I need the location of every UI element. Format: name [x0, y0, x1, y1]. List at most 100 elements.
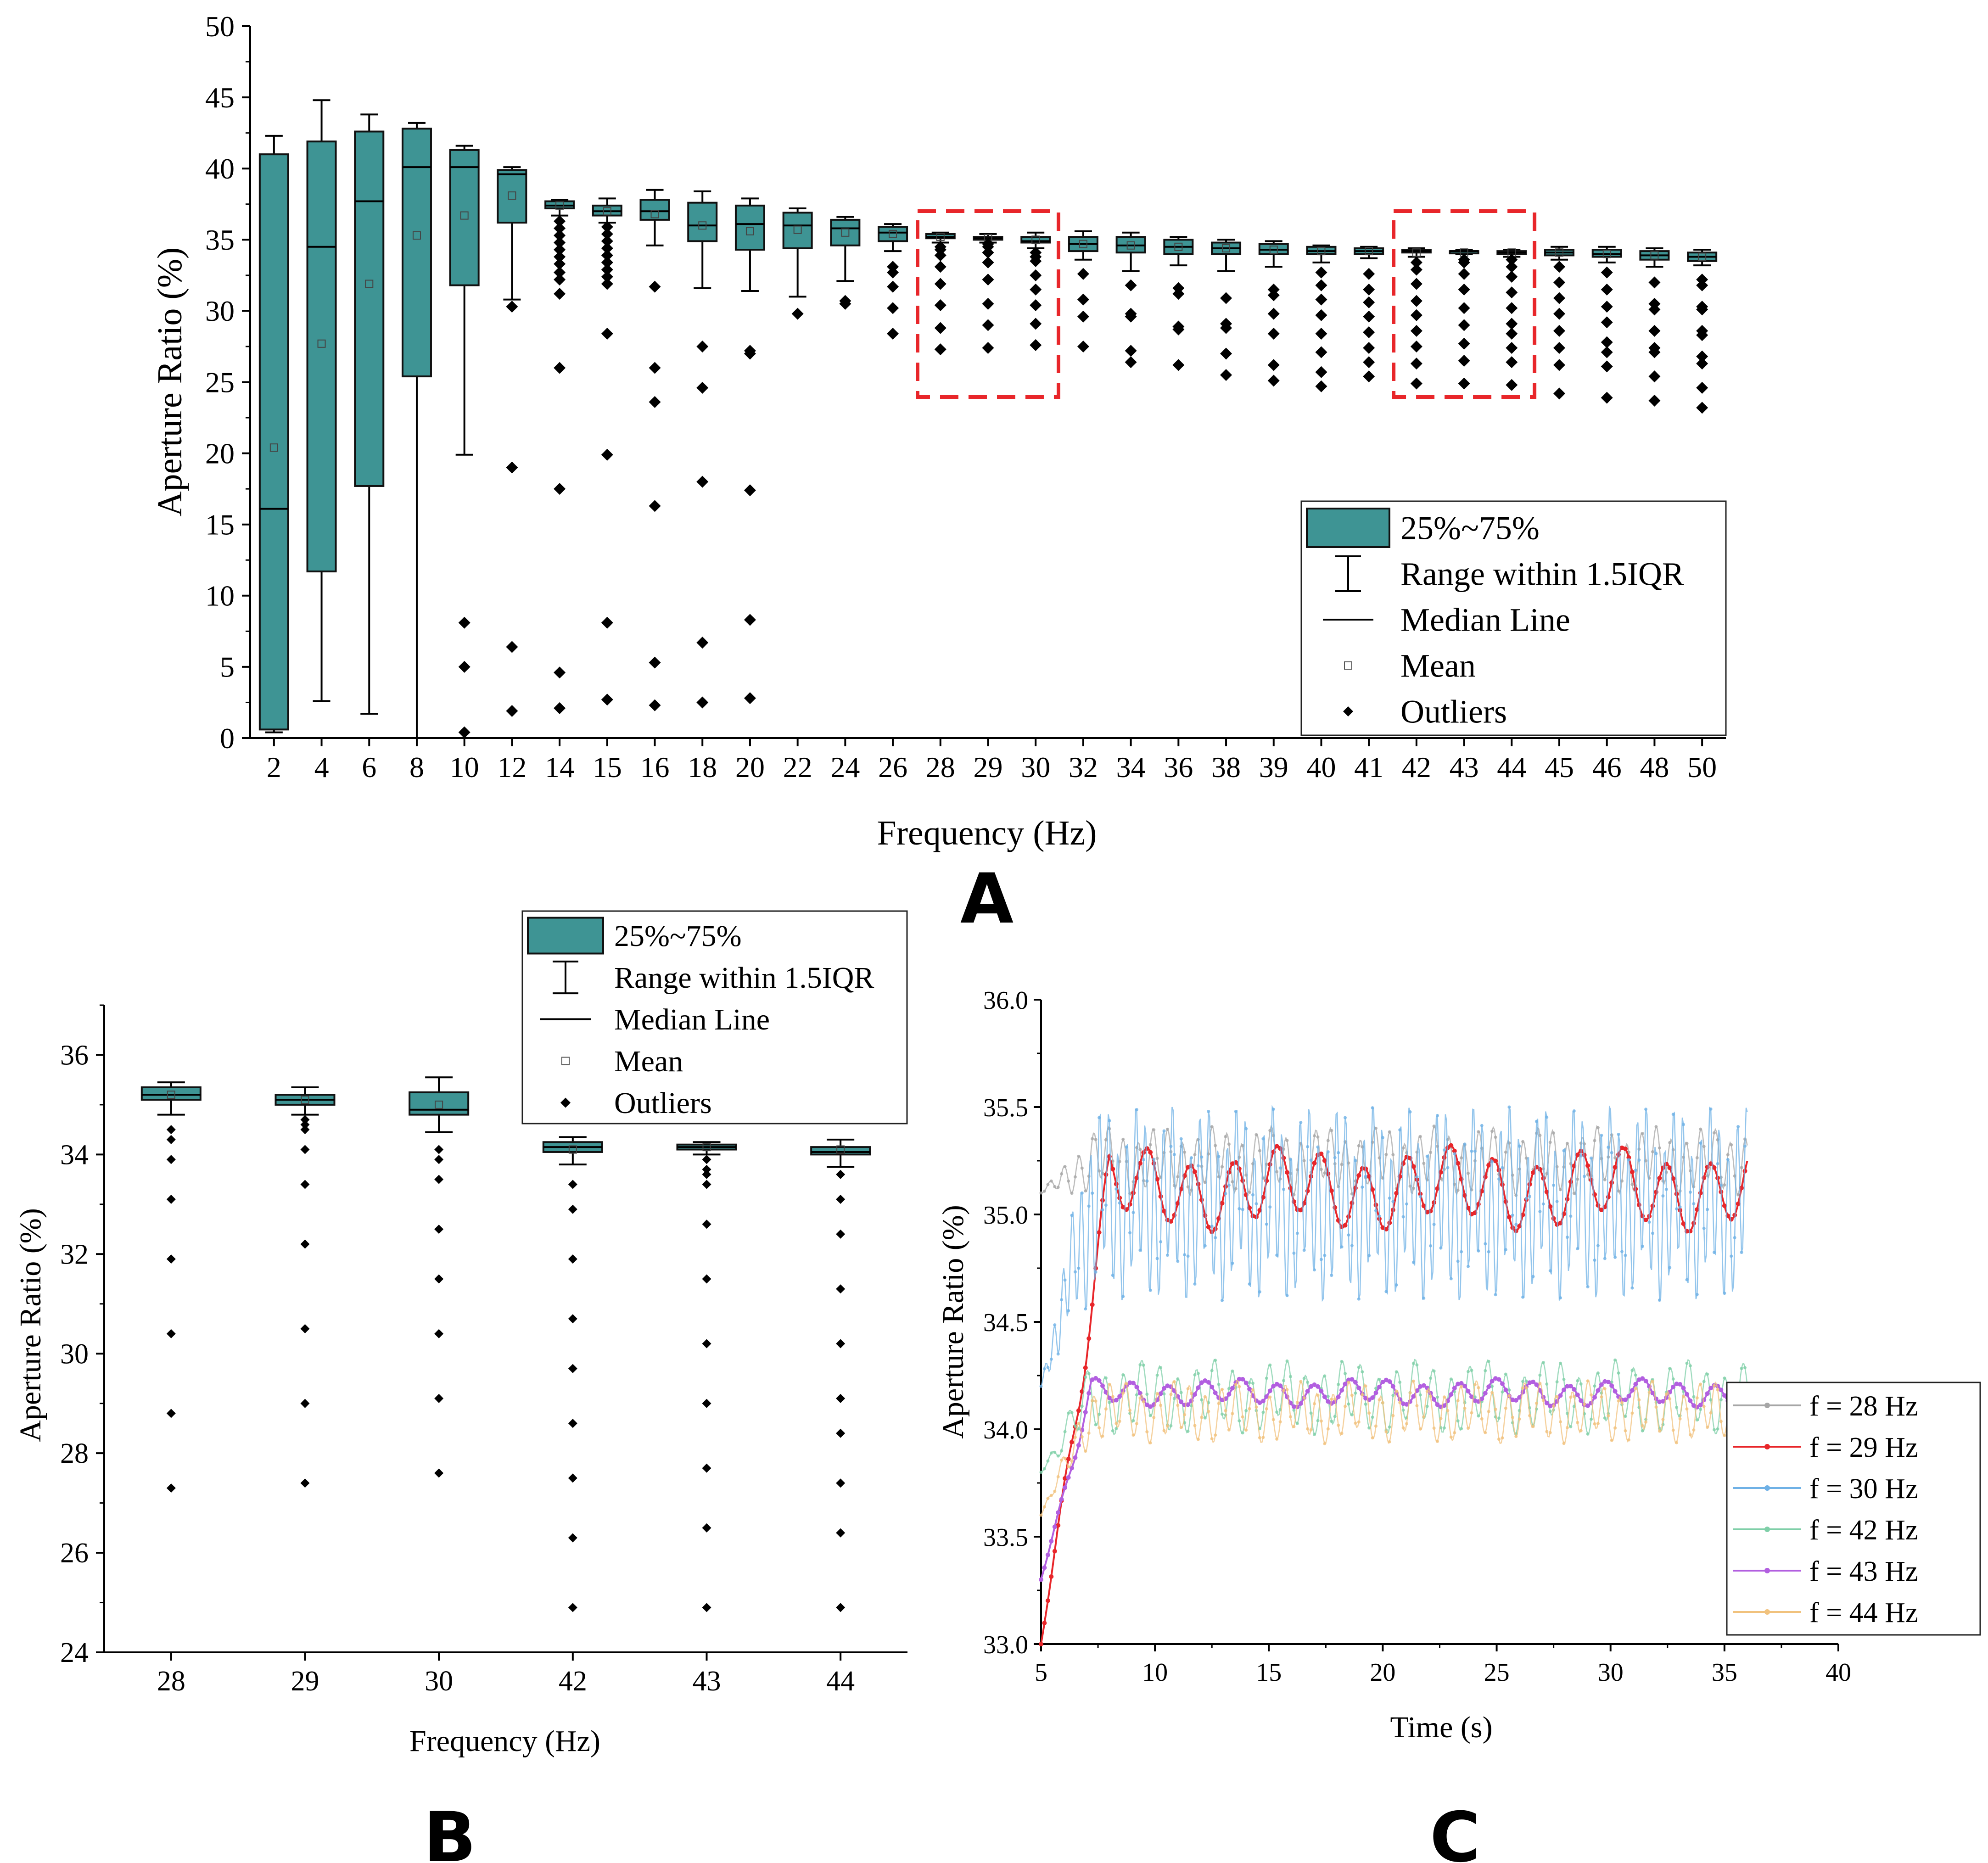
outlier-point	[1267, 359, 1280, 371]
series-point	[1607, 1414, 1610, 1418]
legend-mean-swatch	[561, 1057, 570, 1065]
outlier-point	[649, 280, 661, 293]
legend-label: f = 44 Hz	[1809, 1597, 1918, 1628]
series-point	[1108, 1382, 1111, 1386]
outlier-point	[568, 1364, 577, 1373]
series-point	[1511, 1415, 1514, 1419]
series-point	[1548, 1269, 1552, 1273]
series-point	[1688, 1398, 1693, 1403]
series-point	[1282, 1187, 1285, 1191]
series-point	[1203, 1180, 1207, 1184]
series-point	[1599, 1382, 1604, 1387]
outlier-point	[166, 1483, 176, 1493]
series-point	[1425, 1390, 1429, 1393]
outlier-point	[166, 1125, 176, 1135]
outlier-point	[1553, 276, 1566, 289]
outlier-point	[166, 1155, 176, 1164]
series-point	[1634, 1169, 1637, 1172]
series-point	[1226, 1392, 1232, 1397]
series-point	[1258, 1149, 1261, 1152]
series-point	[1285, 1359, 1289, 1363]
series-point	[1411, 1379, 1415, 1383]
series-point	[1244, 1409, 1248, 1412]
outlier-point	[1410, 278, 1422, 290]
series-point	[1213, 1390, 1218, 1395]
outlier-point	[934, 261, 946, 273]
outlier-point	[601, 328, 613, 340]
highlight-box	[916, 209, 1060, 399]
outlier-point	[1458, 337, 1470, 350]
outlier-point	[601, 263, 613, 276]
series-point	[1128, 1231, 1132, 1235]
outlier-point	[554, 666, 566, 679]
outlier-point	[300, 1180, 310, 1189]
series-point	[1224, 1192, 1227, 1195]
outlier-point	[554, 229, 566, 241]
outlier-point	[568, 1314, 577, 1324]
legend-outlier-swatch	[1343, 706, 1353, 716]
series-point	[1500, 1381, 1505, 1386]
series-point	[1699, 1382, 1702, 1386]
series-point	[1487, 1410, 1490, 1413]
series-point	[1190, 1392, 1193, 1395]
series-point	[1103, 1390, 1109, 1395]
x-tick-label: 22	[783, 751, 812, 783]
series-point	[1576, 1421, 1579, 1424]
series-point	[1347, 1381, 1350, 1384]
outlier-point	[1648, 370, 1661, 383]
box-20	[734, 197, 765, 705]
series-point	[1596, 1203, 1601, 1208]
legend-label: Outliers	[1400, 693, 1507, 730]
series-point	[1367, 1411, 1371, 1415]
series-point	[1705, 1165, 1710, 1169]
series-point	[1045, 1598, 1050, 1603]
x-tick-label: 8	[409, 751, 424, 783]
series-point	[1281, 1155, 1286, 1160]
series-point	[1568, 1384, 1573, 1388]
x-tick-label: 15	[593, 751, 622, 783]
series-point	[1176, 1175, 1180, 1179]
outlier-point	[934, 249, 946, 262]
outlier-point	[1315, 328, 1327, 340]
outlier-point	[1696, 279, 1708, 291]
series-point	[1733, 1236, 1736, 1239]
mean-marker	[1555, 248, 1564, 257]
outlier-point	[1030, 283, 1042, 296]
series-point	[1590, 1417, 1593, 1421]
series-point	[1428, 1208, 1433, 1214]
series-point	[1583, 1403, 1586, 1406]
series-point	[1155, 1157, 1159, 1160]
outlier-point	[1410, 340, 1422, 352]
iqr-box	[449, 149, 480, 286]
series-point	[1282, 1379, 1285, 1382]
series-point	[1241, 1144, 1244, 1147]
legend-mean-swatch	[1344, 661, 1352, 670]
series-point	[1309, 1158, 1313, 1162]
series-point	[1545, 1115, 1549, 1119]
series-point	[1371, 1106, 1374, 1110]
series-point	[1104, 1376, 1108, 1380]
outlier-point	[1030, 269, 1042, 281]
x-tick-label: 38	[1211, 751, 1241, 783]
y-tick-label: 24	[60, 1637, 89, 1668]
series-point	[1165, 1424, 1169, 1428]
outlier-point	[744, 347, 756, 360]
outlier-point	[934, 343, 946, 356]
series-point	[1586, 1379, 1590, 1383]
series-point	[1494, 1136, 1497, 1139]
series-point	[1248, 1407, 1251, 1410]
outlier-point	[1601, 336, 1613, 348]
series-point	[1120, 1205, 1126, 1210]
series-point	[1668, 1367, 1672, 1371]
series-point	[1719, 1183, 1723, 1187]
series-point	[1411, 1394, 1416, 1399]
series-point	[1484, 1242, 1487, 1246]
series-point	[1200, 1415, 1204, 1419]
series-point	[1066, 1475, 1071, 1480]
series-point	[1633, 1382, 1638, 1387]
series-point	[1624, 1429, 1627, 1432]
outlier-point	[1172, 359, 1185, 371]
outlier-point	[1363, 268, 1375, 280]
series-point	[1162, 1208, 1166, 1214]
